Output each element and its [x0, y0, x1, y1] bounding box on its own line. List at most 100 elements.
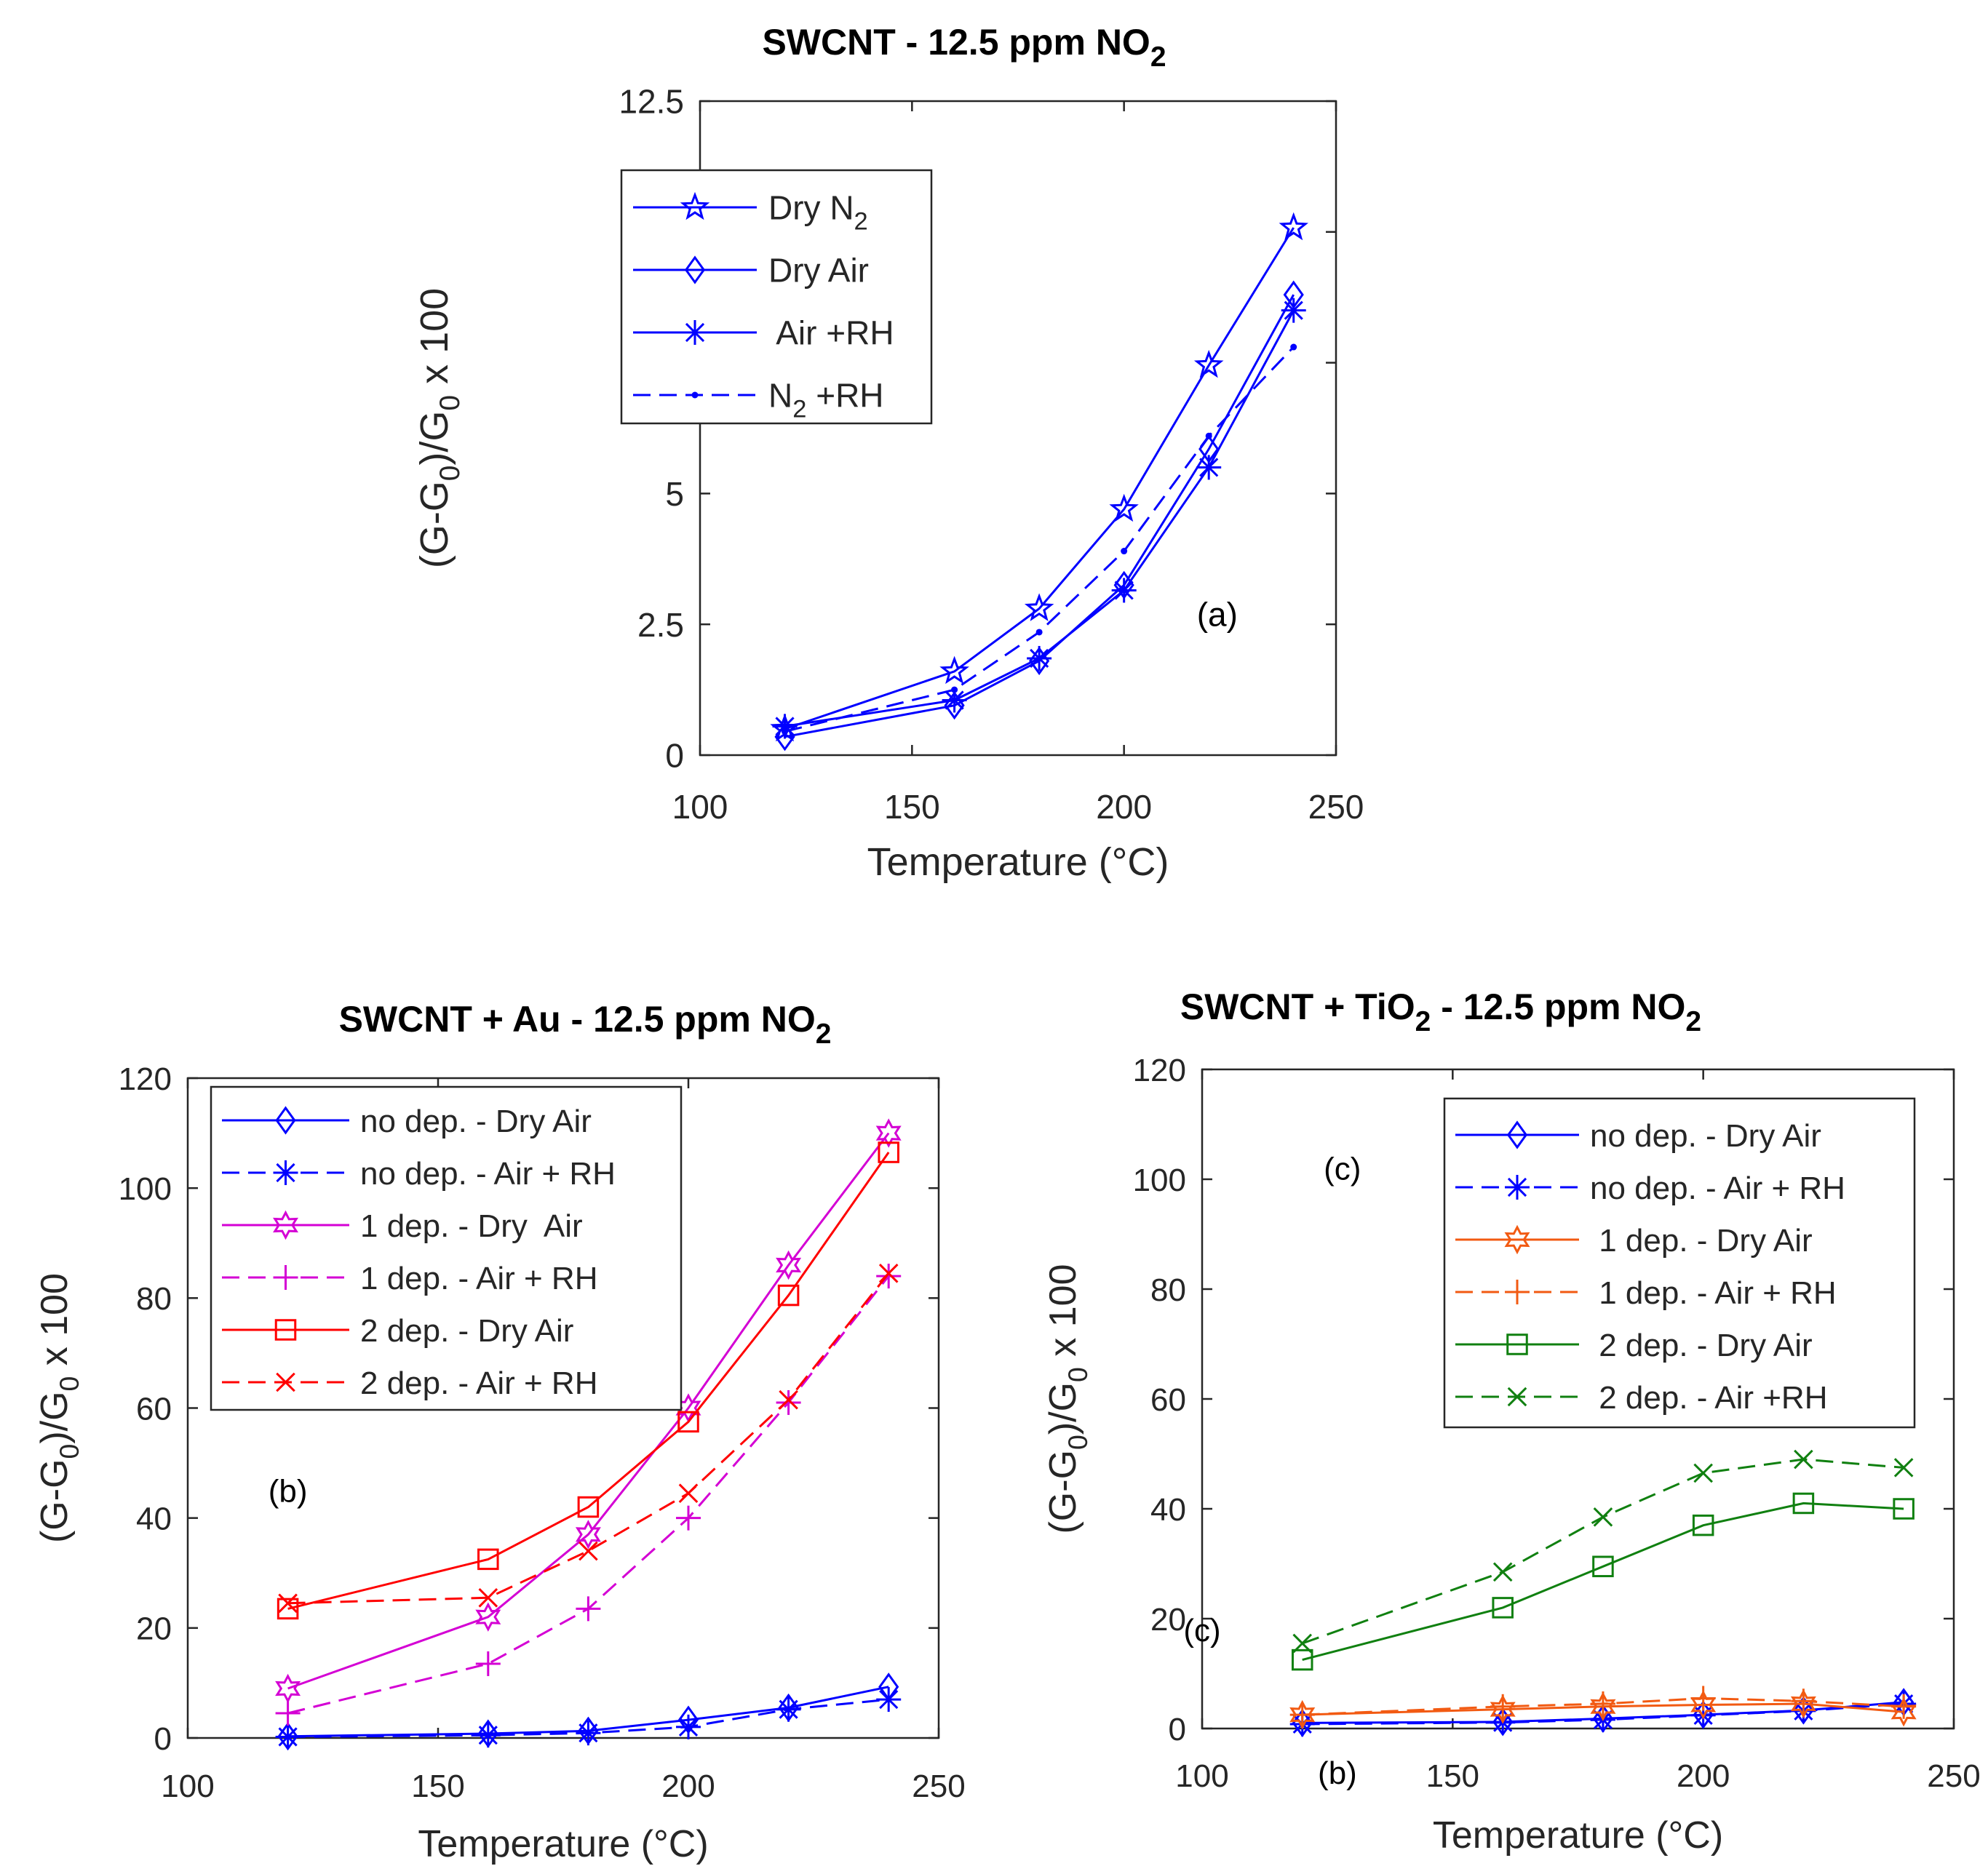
data-point-stroke — [478, 1726, 498, 1745]
legend-label-text: Air +RH — [768, 314, 894, 352]
legend-label: 1 dep. - Air + RH — [360, 1261, 597, 1296]
data-point — [477, 1548, 499, 1571]
legend-marker — [1504, 1224, 1530, 1255]
y-tick-label: 80 — [136, 1281, 172, 1317]
data-point-stroke — [1114, 581, 1134, 600]
legend-marker — [273, 1210, 298, 1240]
legend-label: 2 dep. - Dry Air — [360, 1313, 573, 1349]
x-tick-label: 200 — [661, 1769, 715, 1804]
data-point — [475, 1723, 501, 1748]
legend-label: no dep. - Air + RH — [1590, 1171, 1845, 1206]
data-point — [1490, 1694, 1516, 1719]
data-point — [1281, 298, 1306, 323]
y-axis-label-part: 0 — [434, 395, 466, 411]
series-2 — [1289, 1688, 1917, 1730]
legend-label-text: 1 dep. - Dry Air — [1590, 1223, 1813, 1259]
legend-entry: 1 dep. - Dry Air — [222, 1208, 583, 1244]
data-point — [1291, 1648, 1313, 1671]
series-line — [784, 346, 1295, 733]
y-tick-label: 20 — [1150, 1602, 1186, 1638]
annotation-label: (a) — [1197, 595, 1238, 633]
series-line — [1302, 1458, 1904, 1645]
y-axis-label-part: (G-G — [413, 481, 456, 568]
data-point-stroke — [1492, 1562, 1513, 1582]
y-axis-label: (G-G0)/G0 x 100 — [33, 1273, 84, 1543]
legend: no dep. - Dry Air no dep. - Air + RH 1 de… — [1443, 1097, 1916, 1429]
legend-entry: no dep. - Air + RH — [1455, 1171, 1845, 1206]
data-point — [576, 1596, 601, 1622]
y-tick-label: 0 — [1169, 1712, 1186, 1747]
legend-label: Dry Air — [768, 252, 869, 290]
series-line — [784, 227, 1295, 730]
data-point — [1692, 1514, 1714, 1536]
data-point-stroke — [478, 1587, 498, 1608]
series-2 — [772, 298, 1306, 739]
annotation-label: (c) — [1183, 1613, 1220, 1648]
data-point — [951, 686, 958, 693]
legend-marker — [276, 1372, 295, 1392]
y-axis-label: (G-G0)/G0 x 100 — [1042, 1264, 1093, 1534]
y-axis-label-part: )/G — [1042, 1382, 1084, 1435]
legend-label-text: no dep. - Air + RH — [1590, 1171, 1845, 1206]
legend-label: 2 dep. - Air + RH — [360, 1365, 597, 1401]
y-axis-label-part: 0 — [1062, 1435, 1093, 1450]
data-point-stroke — [878, 1264, 899, 1283]
y-tick-label: 0 — [154, 1721, 172, 1757]
chart-title: SWCNT + TiO2 - 12.5 ppm NO2 — [1180, 986, 1701, 1037]
data-point — [776, 1389, 801, 1415]
y-tick-label: 20 — [136, 1611, 172, 1647]
y-axis-label-part: (G-G — [33, 1459, 76, 1543]
data-point — [776, 1250, 802, 1280]
data-point — [278, 1593, 298, 1614]
data-point — [1891, 1694, 1917, 1719]
data-point — [1292, 1633, 1313, 1654]
legend-label-text: 1 dep. - Dry Air — [360, 1208, 583, 1244]
series-line — [287, 1272, 890, 1605]
y-tick-label: 100 — [119, 1171, 172, 1207]
x-tick-label: 250 — [1927, 1758, 1980, 1794]
legend-marker — [680, 191, 710, 220]
legend-marker-stroke — [1507, 1387, 1527, 1407]
data-point — [777, 1284, 800, 1307]
y-tick-label: 5 — [665, 475, 684, 513]
chart-title-subscript: 2 — [1415, 1006, 1431, 1037]
x-tick-label: 150 — [884, 788, 940, 826]
legend-label: 1 dep. - Dry Air — [1590, 1223, 1813, 1259]
legend-entry: Dry N2 — [633, 189, 868, 236]
chart-title-text: - 12.5 ppm NO — [1431, 986, 1685, 1027]
legend-entry: 2 dep. - Dry Air — [222, 1313, 573, 1349]
series-line — [287, 1686, 889, 1738]
data-point — [1693, 1463, 1713, 1483]
legend-label-text: Dry Air — [768, 252, 869, 290]
legend: no dep. - Dry Air no dep. - Air + RH 1 dep… — [210, 1085, 683, 1411]
data-point-stroke — [1292, 1633, 1313, 1654]
legend-box — [210, 1085, 683, 1411]
x-tick-label: 100 — [1175, 1758, 1228, 1794]
data-point-stroke — [1693, 1463, 1713, 1483]
chart-title-subscript: 2 — [816, 1018, 832, 1050]
data-point-stroke — [775, 717, 795, 736]
data-point — [878, 1264, 899, 1283]
legend-marker — [684, 255, 706, 284]
legend-entry: no dep. - Dry Air — [222, 1104, 592, 1139]
legend-entry: 1 dep. - Dry Air — [1455, 1223, 1813, 1259]
y-tick-label: 40 — [1150, 1492, 1186, 1528]
x-tick-label: 200 — [1677, 1758, 1730, 1794]
chart-title: SWCNT - 12.5 ppm NO2 — [762, 22, 1166, 73]
data-point — [678, 1483, 699, 1503]
y-axis-label-part: 0 — [1062, 1367, 1093, 1382]
chart-title-text: SWCNT + Au - 12.5 ppm NO — [339, 999, 816, 1040]
legend-marker — [1505, 1175, 1530, 1200]
data-point — [1109, 493, 1139, 522]
legend-marker — [275, 1106, 296, 1135]
legend-label: 2 dep. - Dry Air — [1590, 1328, 1813, 1363]
data-point-stroke — [578, 1723, 598, 1743]
y-tick-label: 100 — [1133, 1163, 1186, 1198]
data-point — [942, 687, 967, 713]
series-line — [287, 1132, 890, 1690]
x-tick-label: 250 — [912, 1769, 965, 1804]
annotation-label: (b) — [1318, 1755, 1357, 1791]
